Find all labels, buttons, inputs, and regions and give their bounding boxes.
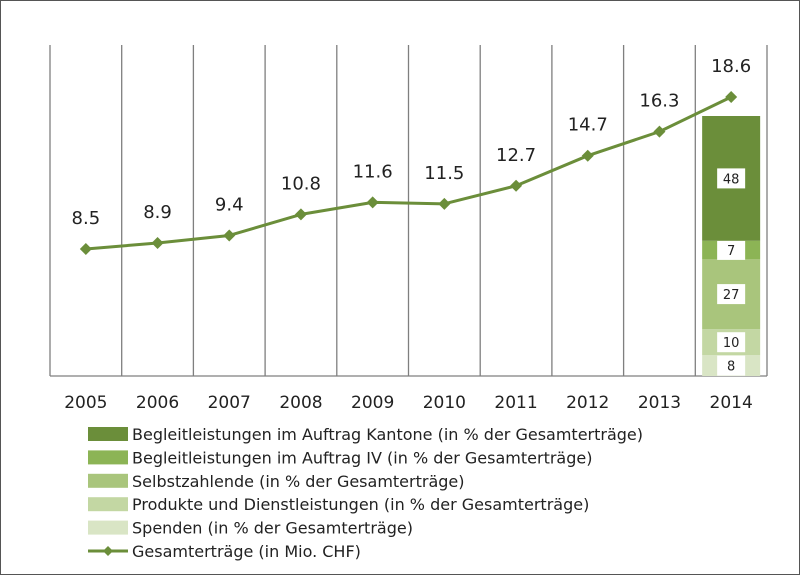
data-label-2006: 8.9 xyxy=(143,202,172,223)
legend-label: Gesamterträge (in Mio. CHF) xyxy=(132,542,361,561)
legend-label: Selbstzahlende (in % der Gesamterträge) xyxy=(132,472,465,491)
grid-lines xyxy=(49,45,768,377)
segment-label-box xyxy=(717,239,746,260)
segment-label: 27 xyxy=(723,288,740,303)
legend-label: Begleitleistungen im Auftrag Kantone (in… xyxy=(132,425,643,444)
data-point-2008 xyxy=(294,208,307,221)
x-tick-2013: 2013 xyxy=(638,393,681,413)
legend-label: Spenden (in % der Gesamterträge) xyxy=(132,519,413,538)
data-point-2012 xyxy=(581,149,594,162)
data-label-2010: 11.5 xyxy=(424,163,464,184)
data-label-2012: 14.7 xyxy=(568,115,608,136)
data-label-2009: 11.6 xyxy=(353,161,393,182)
data-label-2011: 12.7 xyxy=(496,145,536,166)
segment-label: 8 xyxy=(727,360,735,375)
x-tick-2011: 2011 xyxy=(494,393,537,413)
data-point-2010 xyxy=(438,197,451,210)
segment-label-box xyxy=(717,168,746,189)
data-label-2014: 18.6 xyxy=(711,56,751,77)
x-tick-2008: 2008 xyxy=(279,393,322,413)
x-tick-2010: 2010 xyxy=(423,393,466,413)
legend-label: Produkte und Dienstleistungen (in % der … xyxy=(132,495,589,514)
data-point-2014 xyxy=(725,91,738,103)
x-tick-2007: 2007 xyxy=(208,393,251,413)
legend-swatch xyxy=(88,473,128,488)
x-tick-2005: 2005 xyxy=(64,393,107,413)
legend-swatch xyxy=(88,497,128,512)
segment-label-box xyxy=(717,332,746,353)
x-tick-2009: 2009 xyxy=(351,393,394,413)
data-point-2007 xyxy=(223,229,236,242)
x-tick-2006: 2006 xyxy=(136,393,179,413)
x-tick-2012: 2012 xyxy=(566,393,609,413)
x-axis-ticks: 2005 2006 2007 2008 2009 2010 2011 2012 2013 2014 xyxy=(64,393,753,413)
segment-label: 7 xyxy=(727,244,735,259)
segment-label: 48 xyxy=(723,172,740,187)
data-label-2005: 8.5 xyxy=(72,208,101,229)
segment-label: 10 xyxy=(723,336,740,351)
data-point-2013 xyxy=(653,125,666,138)
data-point-2005 xyxy=(79,243,92,255)
segment-label-box xyxy=(717,355,746,376)
legend-swatch xyxy=(88,427,128,441)
data-point-2011 xyxy=(510,179,523,192)
data-label-2007: 9.4 xyxy=(215,194,244,215)
stacked-bar-2014: 8 10 27 7 48 xyxy=(702,116,761,376)
x-tick-2014: 2014 xyxy=(710,393,753,413)
series-line: 8.5 8.9 9.4 10.8 11.6 11.5 12.7 14.7 16.3 18.6 xyxy=(72,56,751,255)
legend-diamond-swatch xyxy=(103,546,113,556)
legend-swatch xyxy=(88,520,128,535)
series-polyline xyxy=(85,95,732,251)
legend: Begleitleistungen im Auftrag Kantone (in… xyxy=(88,425,643,561)
data-label-2008: 10.8 xyxy=(281,173,321,194)
data-point-2006 xyxy=(151,236,164,249)
legend-swatch xyxy=(88,450,128,465)
data-label-2013: 16.3 xyxy=(639,91,679,112)
data-point-2009 xyxy=(366,196,379,209)
legend-label: Begleitleistungen im Auftrag IV (in % de… xyxy=(132,448,592,467)
segment-label-box xyxy=(717,284,746,305)
